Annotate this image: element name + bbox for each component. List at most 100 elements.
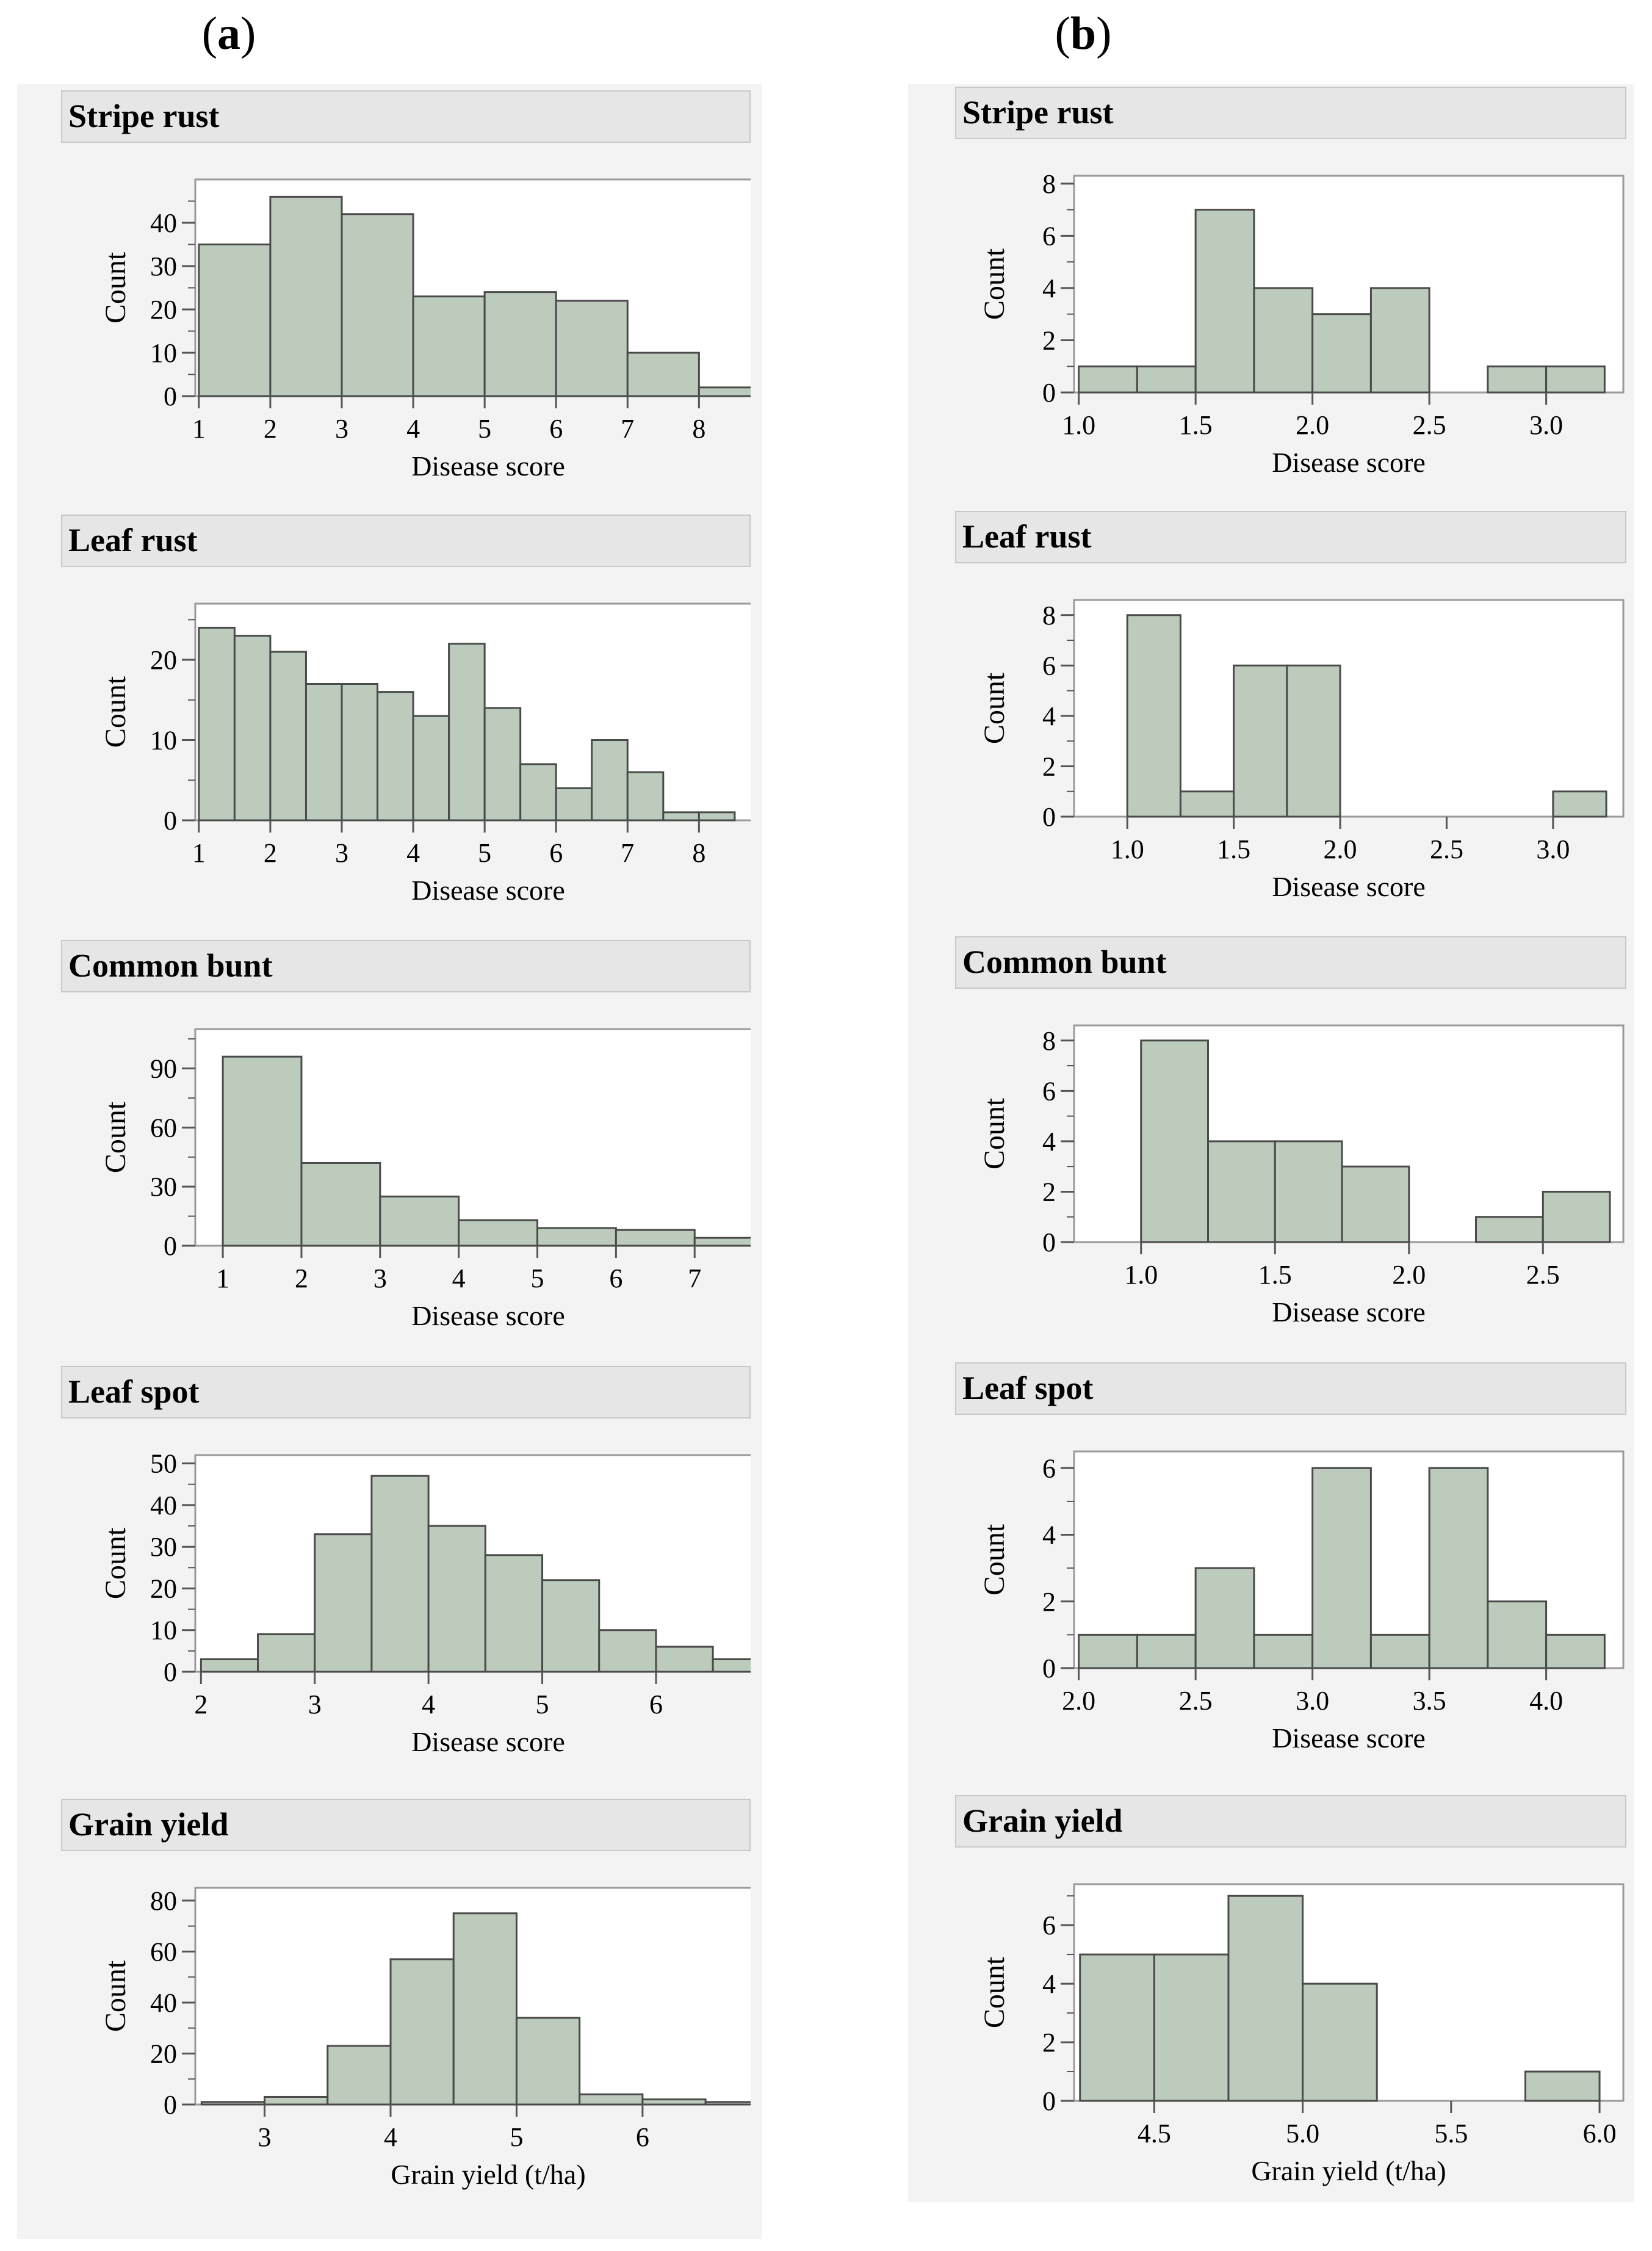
chart-title: Common bunt — [955, 936, 1626, 989]
y-axis-label: Count — [978, 248, 1011, 320]
y-axis-label: Count — [99, 676, 132, 748]
x-tick-label: 3.0 — [1536, 834, 1570, 864]
histogram-bar — [579, 2093, 644, 2106]
x-axis-label: Disease score — [1272, 1722, 1426, 1754]
histogram-bar — [1253, 1633, 1314, 1669]
chart-title: Stripe rust — [61, 90, 751, 143]
histogram-bar — [1542, 1190, 1611, 1243]
histogram-bar — [1545, 1633, 1606, 1669]
histogram-bar — [341, 682, 379, 822]
histogram-bar — [1302, 1982, 1378, 2102]
b-leaf-spot-chart: Leaf spot 0 2 4 6 2.0 2.5 3.0 3.5 4.0 Disease scor… — [955, 1362, 1626, 1781]
histogram-bar — [598, 1629, 657, 1673]
y-tick-label: 0 — [164, 2090, 177, 2120]
x-tick-label: 1.0 — [1062, 410, 1095, 440]
x-tick-label: 6 — [649, 1689, 663, 1719]
x-axis-label: Disease score — [411, 450, 565, 482]
histogram-bar — [555, 300, 629, 397]
histogram-bar — [1487, 1600, 1548, 1669]
chart-title: Leaf spot — [61, 1366, 751, 1418]
histogram-bar — [662, 811, 700, 822]
histogram-bar — [370, 1475, 430, 1673]
x-tick-label: 2.5 — [1413, 410, 1446, 440]
y-tick-label: 6 — [1042, 651, 1056, 681]
x-tick-label: 2.0 — [1324, 834, 1357, 864]
x-tick-label: 1 — [216, 1263, 229, 1293]
y-tick-label: 60 — [150, 1113, 177, 1143]
histogram-bar — [1274, 1140, 1343, 1243]
histogram-plot: 0 2 4 6 4.5 5.0 5.5 6.0 Grain yield (t/ha) Count — [978, 1883, 1625, 2186]
histogram-bar — [641, 2098, 707, 2106]
y-tick-label: 0 — [164, 1231, 177, 1261]
histogram-bar — [483, 707, 522, 822]
histogram-bar — [1253, 287, 1314, 394]
histogram-bar — [1524, 2070, 1601, 2102]
y-tick-label: 0 — [164, 381, 177, 411]
histogram-bar — [483, 291, 557, 397]
x-tick-label: 4 — [452, 1263, 466, 1293]
x-axis-label: Disease score — [411, 1726, 565, 1757]
x-tick-label: 1.0 — [1111, 834, 1144, 864]
histogram-bar — [300, 1162, 381, 1247]
histogram-bar — [200, 2101, 266, 2106]
y-tick-label: 30 — [150, 251, 177, 281]
x-tick-label: 5 — [510, 2122, 523, 2152]
histogram-bar — [555, 787, 593, 822]
b-common-bunt-chart: Common bunt 0 2 4 6 8 1.0 1.5 2.0 2.5 Disease scor… — [955, 936, 1626, 1355]
x-axis-label: Grain yield (t/ha) — [1251, 2155, 1446, 2186]
y-tick-label: 80 — [150, 1886, 177, 1916]
histogram-bar — [1311, 1467, 1372, 1669]
x-axis-label: Disease score — [1272, 447, 1426, 478]
histogram-bar — [377, 691, 414, 822]
histogram-bar — [233, 635, 272, 822]
histogram-bar — [379, 1195, 460, 1247]
histogram-bar — [452, 1912, 518, 2106]
histogram-bar — [412, 295, 486, 397]
x-tick-label: 4 — [406, 414, 420, 444]
x-tick-label: 6 — [609, 1263, 622, 1293]
histogram-bar — [198, 626, 236, 822]
x-tick-label: 5 — [478, 838, 491, 868]
histogram-bar — [1369, 287, 1430, 394]
histogram-bar — [591, 739, 629, 822]
a-leaf-rust-chart: Leaf rust01020123456789Disease scoreCoun… — [61, 515, 751, 933]
y-tick-label: 2 — [1042, 1177, 1056, 1207]
y-tick-label: 8 — [1042, 601, 1056, 630]
histogram-bar — [1233, 664, 1288, 818]
x-tick-label: 3.5 — [1413, 1686, 1446, 1716]
histogram-bar — [305, 682, 343, 822]
b-grain-yield-chart: Grain yield 0 2 4 6 4.5 5.0 5.5 6.0 Grain yield (… — [955, 1795, 1626, 2214]
y-tick-label: 0 — [1042, 1227, 1056, 1257]
x-tick-label: 3 — [335, 414, 348, 444]
x-tick-label: 6 — [549, 838, 563, 868]
histogram-bar — [412, 715, 450, 822]
histogram-bar — [1153, 1953, 1230, 2102]
y-tick-label: 30 — [150, 1532, 177, 1562]
histogram-bar — [427, 1525, 486, 1673]
chart-title: Grain yield — [955, 1795, 1626, 1848]
histogram-bar — [341, 213, 414, 397]
histogram-bar — [655, 1646, 714, 1673]
histogram-bar — [448, 643, 486, 822]
y-tick-label: 0 — [164, 806, 177, 836]
histogram-bar — [1552, 790, 1607, 818]
y-tick-label: 2 — [1042, 2028, 1056, 2058]
histogram-bar — [1079, 1953, 1155, 2102]
x-tick-label: 5.5 — [1434, 2119, 1468, 2148]
histogram-bar — [1369, 1633, 1430, 1669]
histogram-bar — [1207, 1140, 1276, 1243]
x-tick-label: 4.5 — [1138, 2119, 1171, 2148]
x-tick-label: 4 — [406, 838, 420, 868]
histogram-bar — [1194, 209, 1255, 394]
y-tick-label: 0 — [1042, 378, 1056, 408]
x-tick-label: 1.5 — [1179, 410, 1213, 440]
histogram-bar — [1545, 365, 1606, 394]
histogram-bar — [1078, 365, 1138, 394]
x-tick-label: 7 — [621, 414, 634, 444]
y-tick-label: 6 — [1042, 1910, 1056, 1940]
x-tick-label: 6.0 — [1583, 2119, 1617, 2148]
x-tick-label: 5 — [478, 414, 491, 444]
histogram-bar — [1179, 790, 1235, 818]
histogram-bar — [264, 2095, 329, 2106]
histogram-bar — [1286, 664, 1341, 818]
